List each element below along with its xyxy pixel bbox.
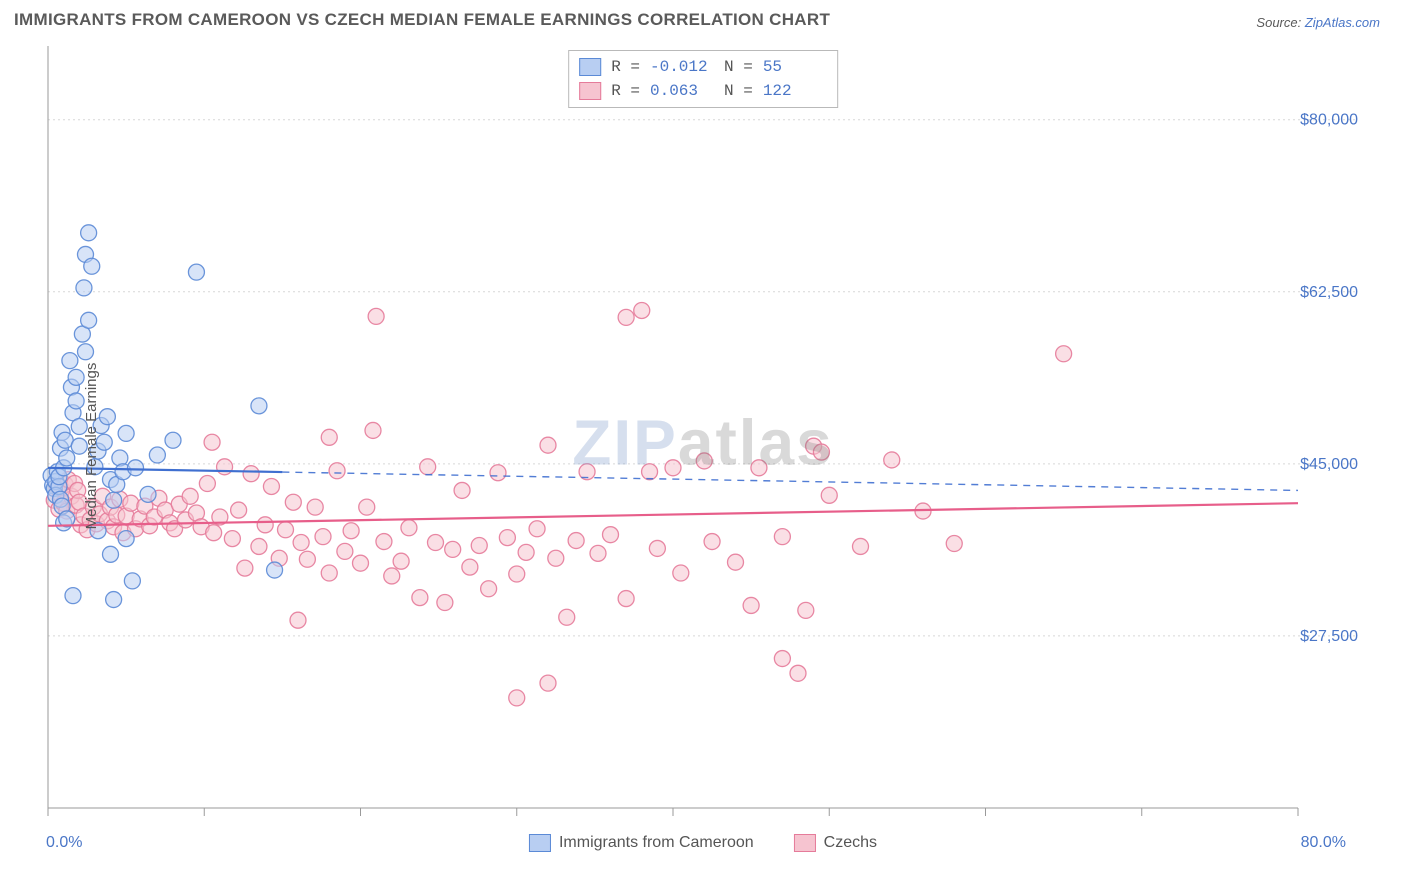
svg-text:$80,000: $80,000 xyxy=(1300,112,1358,129)
stats-r-value-0: -0.012 xyxy=(650,58,714,76)
legend-label-0: Immigrants from Cameroon xyxy=(559,834,754,852)
y-axis-label: Median Female Earnings xyxy=(83,363,100,530)
legend-item-0: Immigrants from Cameroon xyxy=(529,834,754,852)
source-link[interactable]: ZipAtlas.com xyxy=(1305,15,1380,30)
stats-row-series-1: R = 0.063 N = 122 xyxy=(579,79,827,103)
legend-swatch-0 xyxy=(529,834,551,852)
stats-n-label: N = xyxy=(724,58,753,76)
stats-r-value-1: 0.063 xyxy=(650,82,714,100)
swatch-series-0 xyxy=(579,58,601,76)
svg-text:$45,000: $45,000 xyxy=(1300,456,1358,473)
source-attribution: Source: ZipAtlas.com xyxy=(1256,15,1380,30)
swatch-series-1 xyxy=(579,82,601,100)
stats-n-label: N = xyxy=(724,82,753,100)
correlation-stats-box: R = -0.012 N = 55 R = 0.063 N = 122 xyxy=(568,50,838,108)
legend-swatch-1 xyxy=(794,834,816,852)
stats-n-value-0: 55 xyxy=(763,58,827,76)
scatter-plot-svg: $27,500 $45,000 $62,500 $80,000 xyxy=(0,36,1406,856)
stats-r-label: R = xyxy=(611,82,640,100)
chart-area: $27,500$45,000$62,500$80,000 ZIPatlas R … xyxy=(0,36,1406,856)
x-axis-max-label: 80.0% xyxy=(1301,834,1346,852)
source-label: Source: xyxy=(1256,15,1301,30)
svg-text:$27,500: $27,500 xyxy=(1300,628,1358,645)
stats-r-label: R = xyxy=(611,58,640,76)
legend-label-1: Czechs xyxy=(824,834,877,852)
chart-title: IMMIGRANTS FROM CAMEROON VS CZECH MEDIAN… xyxy=(14,10,830,30)
x-axis-min-label: 0.0% xyxy=(46,834,82,852)
svg-text:$62,500: $62,500 xyxy=(1300,284,1358,301)
header: IMMIGRANTS FROM CAMEROON VS CZECH MEDIAN… xyxy=(0,0,1406,36)
bottom-legend: Immigrants from Cameroon Czechs xyxy=(529,834,877,852)
stats-row-series-0: R = -0.012 N = 55 xyxy=(579,55,827,79)
stats-n-value-1: 122 xyxy=(763,82,827,100)
legend-item-1: Czechs xyxy=(794,834,877,852)
